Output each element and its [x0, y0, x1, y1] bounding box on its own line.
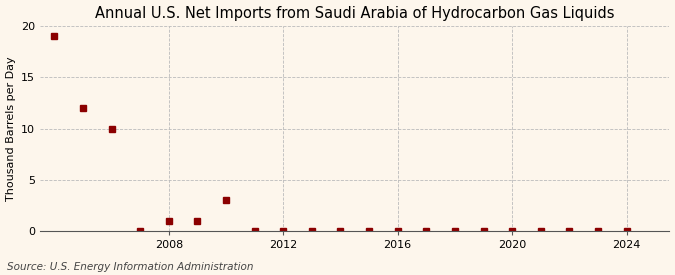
Title: Annual U.S. Net Imports from Saudi Arabia of Hydrocarbon Gas Liquids: Annual U.S. Net Imports from Saudi Arabi… — [95, 6, 614, 21]
Text: Source: U.S. Energy Information Administration: Source: U.S. Energy Information Administ… — [7, 262, 253, 272]
Y-axis label: Thousand Barrels per Day: Thousand Barrels per Day — [5, 56, 16, 201]
